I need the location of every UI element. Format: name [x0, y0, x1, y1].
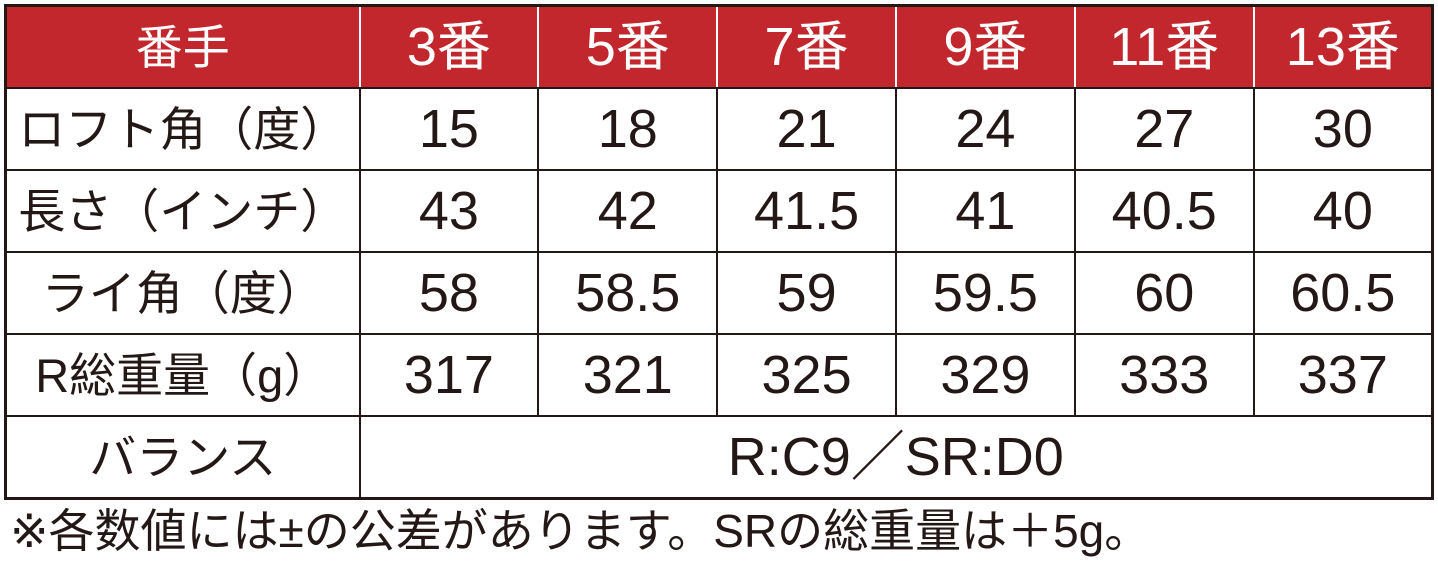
header-row: 番手 3番 5番 7番 9番 11番 13番: [5, 5, 1433, 89]
table-cell: 58.5: [537, 251, 719, 335]
header-cell: 3番: [358, 5, 540, 89]
table-cell: 60.5: [1252, 251, 1434, 335]
row-label: ライ角（度）: [4, 251, 361, 335]
table-cell: 329: [894, 333, 1076, 417]
header-cell: 11番: [1073, 5, 1255, 89]
table-cell: 337: [1252, 333, 1434, 417]
table-cell: 15: [358, 87, 540, 171]
table-cell: 21: [716, 87, 897, 171]
row-label: バランス: [4, 415, 361, 500]
header-cell: 9番: [894, 5, 1076, 89]
table-cell: 43: [358, 169, 540, 253]
table-cell: 59.5: [894, 251, 1076, 335]
balance-row: バランス R:C9／SR:D0: [4, 415, 1434, 500]
footnote: ※各数値には±の公差があります。SRの総重量は＋5g。: [10, 505, 1151, 557]
row-label: R総重量（g）: [4, 333, 361, 417]
table-row: ライ角（度） 58 58.5 59 59.5 60 60.5: [4, 251, 1434, 335]
spec-table: 番手 3番 5番 7番 9番 11番 13番 ロフト角（度） 15 18 21 24 27…: [4, 4, 1434, 500]
table-row: R総重量（g） 317 321 325 329 333 337: [4, 333, 1434, 417]
header-cell: 7番: [716, 5, 897, 89]
table-cell: 30: [1252, 87, 1434, 171]
table-cell: 333: [1073, 333, 1255, 417]
table-cell: 58: [358, 251, 540, 335]
table-cell: 40.5: [1073, 169, 1255, 253]
table-cell: 40: [1252, 169, 1434, 253]
table-cell: 317: [358, 333, 540, 417]
table-cell: 41: [894, 169, 1076, 253]
row-label: ロフト角（度）: [4, 87, 361, 171]
table-cell: 321: [537, 333, 719, 417]
header-cell: 5番: [537, 5, 719, 89]
table-cell: 41.5: [716, 169, 897, 253]
table-cell: 18: [537, 87, 719, 171]
table-cell: 24: [894, 87, 1076, 171]
row-label: 長さ（インチ）: [4, 169, 361, 253]
header-corner: 番手: [5, 5, 361, 89]
table-cell: 60: [1073, 251, 1255, 335]
table-cell: 27: [1073, 87, 1255, 171]
table-cell: 59: [716, 251, 897, 335]
table-row: 長さ（インチ） 43 42 41.5 41 40.5 40: [4, 169, 1434, 253]
header-cell: 13番: [1252, 5, 1433, 89]
table-row: ロフト角（度） 15 18 21 24 27 30: [4, 87, 1434, 171]
table-cell: 325: [716, 333, 897, 417]
table-cell: 42: [537, 169, 719, 253]
balance-value: R:C9／SR:D0: [358, 415, 1434, 500]
